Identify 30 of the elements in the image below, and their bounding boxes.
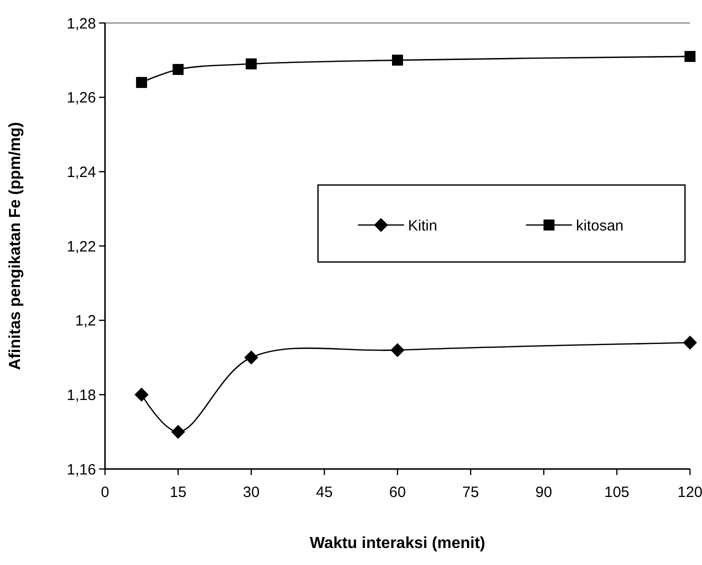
point [392,54,403,66]
legend-label: Kitin [408,217,438,234]
y-tick-label: 1,2 [75,312,96,330]
y-tick-label: 1,22 [66,238,96,256]
y-tick-label: 1,16 [66,461,96,478]
y-tick-label: 1,28 [66,15,96,32]
x-tick-label: 75 [462,484,479,501]
y-axis-title: Afinitas pengikatan Fe (ppm/mg) [7,122,24,370]
x-tick-label: 90 [535,484,552,501]
x-tick-label: 45 [316,484,333,501]
point [390,343,404,358]
x-tick-label: 120 [677,484,702,501]
x-tick-label: 0 [100,484,110,501]
x-tick-label: 30 [242,484,260,501]
point [134,388,149,402]
y-tick-label: 1,18 [66,386,96,404]
y-tick-label: 1,24 [66,164,96,181]
x-tick-label: 60 [389,484,406,501]
x-tick-label: 105 [604,484,630,501]
point [683,336,697,350]
point [171,424,186,439]
point [136,76,148,88]
point [244,350,258,364]
point [246,58,257,70]
x-axis-title: Waktu interaksi (menit) [310,535,486,552]
legend-label: kitosan [576,217,624,234]
point [684,50,696,62]
point [172,64,184,75]
y-tick-label: 1,26 [66,90,96,107]
x-tick-label: 15 [170,484,186,501]
